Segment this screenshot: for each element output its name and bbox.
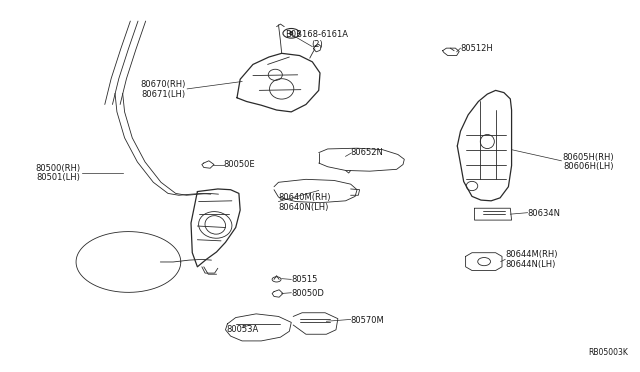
Text: 80652N: 80652N [351,148,383,157]
Text: B0B168-6161A: B0B168-6161A [285,30,348,39]
Text: 80634N: 80634N [527,209,561,218]
Text: (2): (2) [311,39,323,49]
Text: 80640N(LH): 80640N(LH) [278,203,329,212]
Text: 80512H: 80512H [461,44,493,52]
Text: 80053A: 80053A [226,325,258,334]
Text: 80644M(RH): 80644M(RH) [505,250,557,259]
Text: 80670(RH): 80670(RH) [141,80,186,89]
Text: 80606H(LH): 80606H(LH) [563,162,614,171]
Text: 80671(LH): 80671(LH) [142,90,186,99]
Text: 80515: 80515 [291,275,317,284]
Text: RB05003K: RB05003K [588,348,628,357]
Text: 80605H(RH): 80605H(RH) [562,153,614,161]
Text: 80501(LH): 80501(LH) [36,173,81,182]
Text: B: B [289,31,294,36]
Text: 80500(RH): 80500(RH) [35,164,81,173]
Text: 80050E: 80050E [223,160,255,169]
Text: 80640M(RH): 80640M(RH) [278,193,331,202]
Text: 80570M: 80570M [351,316,385,325]
Text: 80644N(LH): 80644N(LH) [505,260,556,269]
Text: 80050D: 80050D [291,289,324,298]
